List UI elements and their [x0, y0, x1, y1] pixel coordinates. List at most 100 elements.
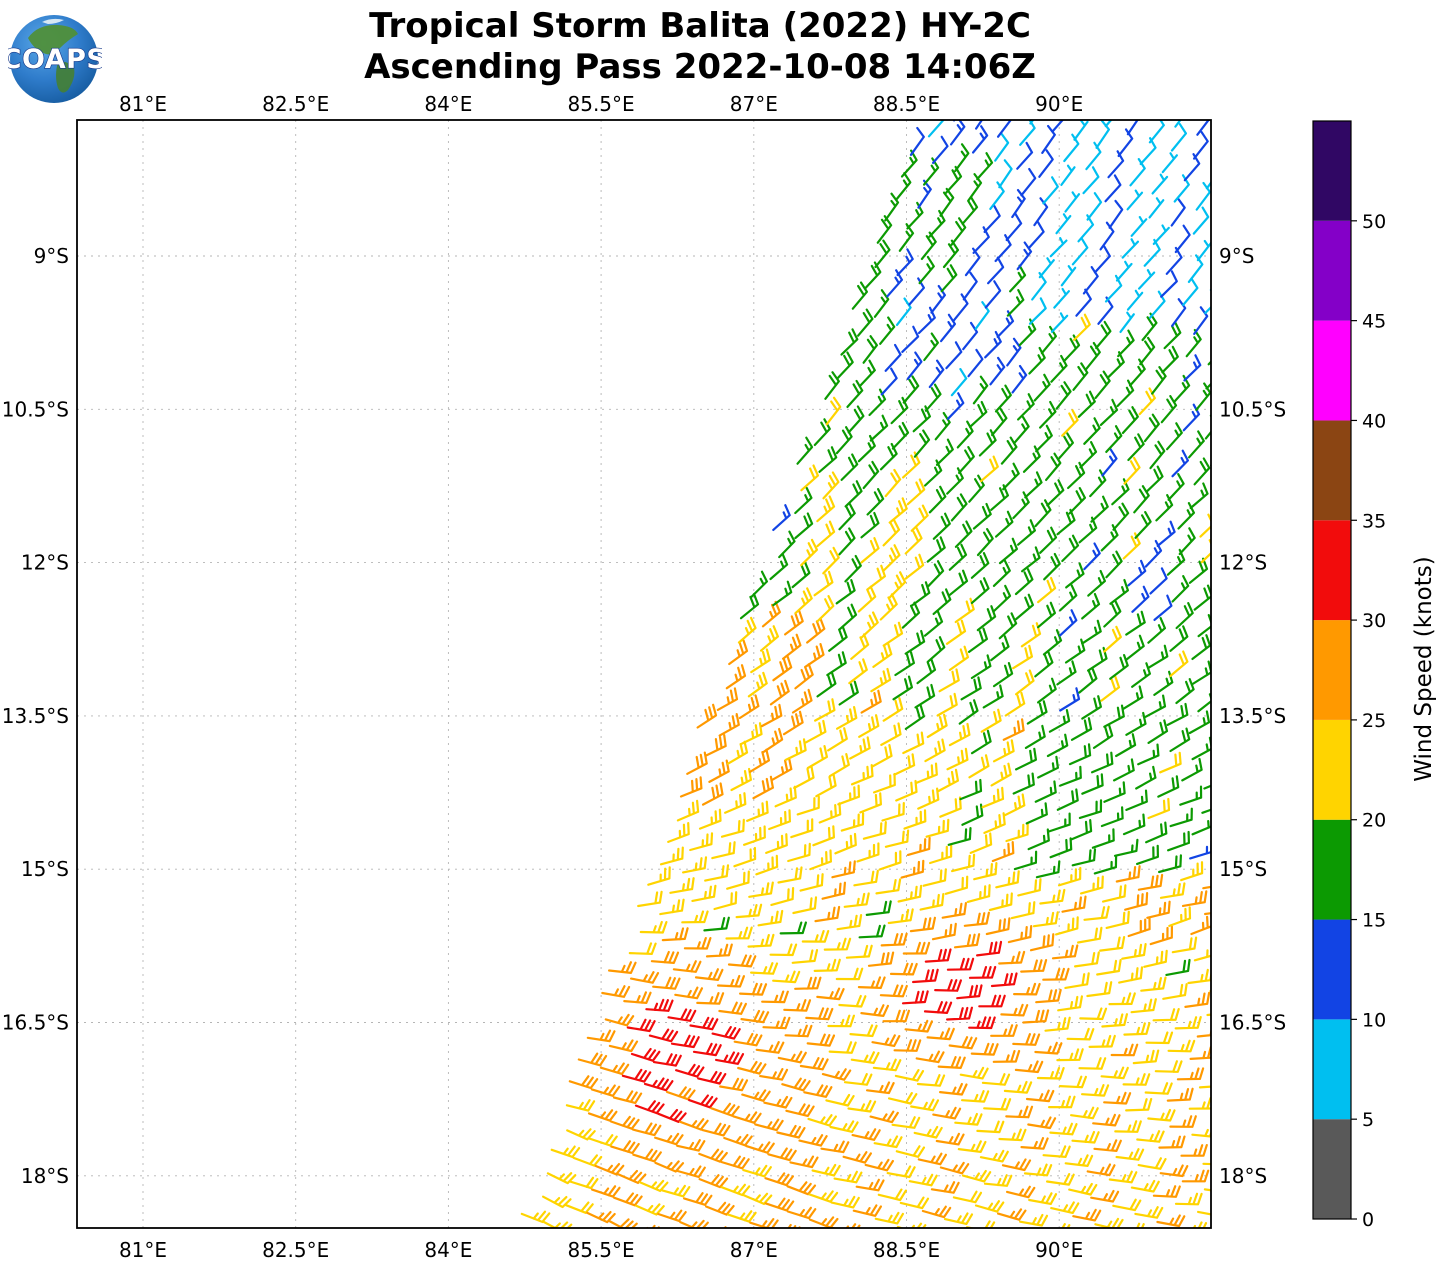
- wind-barb: [628, 942, 657, 955]
- wind-barb: [708, 759, 730, 783]
- wind-barb: [1125, 634, 1145, 661]
- wind-barb: [1122, 813, 1146, 836]
- wind-barb: [630, 1047, 661, 1062]
- wind-barb: [809, 849, 832, 871]
- plot-subtitle: Ascending Pass 2022-10-08 14:06Z: [364, 47, 1036, 87]
- wind-barb: [739, 982, 768, 996]
- wind-barb: [873, 772, 896, 794]
- wind-barb: [950, 120, 966, 146]
- wind-barb: [764, 1172, 794, 1187]
- wind-barb: [1163, 321, 1182, 350]
- wind-barb: [912, 968, 939, 984]
- wind-barb: [650, 950, 680, 964]
- wind-barb: [894, 651, 915, 677]
- wind-barb: [1147, 1108, 1176, 1122]
- wind-barb: [902, 375, 920, 404]
- wind-barb: [783, 999, 812, 1012]
- wind-barb: [989, 356, 1006, 386]
- colorbar-bin: [1313, 220, 1351, 321]
- wind-barb: [546, 1172, 577, 1185]
- wind-barb: [1105, 910, 1130, 929]
- wind-barb: [1118, 966, 1144, 984]
- wind-barb: [1204, 912, 1211, 916]
- wind-barb: [782, 710, 804, 736]
- wind-barb: [610, 1140, 640, 1155]
- wind-barb: [864, 261, 882, 290]
- wind-barb: [875, 878, 902, 895]
- wind-barb: [869, 414, 889, 442]
- wind-barb: [794, 663, 814, 690]
- wind-barb: [1002, 462, 1020, 491]
- y-tick-label-right: 13.5°S: [1219, 704, 1286, 728]
- wind-barb: [1021, 546, 1041, 573]
- wind-barb: [737, 1060, 767, 1075]
- wind-barb: [913, 429, 931, 458]
- wind-barb: [1012, 772, 1035, 795]
- wind-barb: [1004, 691, 1026, 717]
- wind-barb: [1049, 1122, 1078, 1136]
- wind-barb: [1093, 1139, 1122, 1152]
- wind-barb: [796, 436, 814, 465]
- wind-barb: [1079, 441, 1098, 469]
- wind-barb: [1169, 727, 1191, 753]
- wind-barb: [762, 1016, 791, 1030]
- wind-barb: [1119, 311, 1135, 333]
- wind-barb: [908, 277, 925, 306]
- wind-barb: [799, 873, 824, 892]
- wind-barb: [1046, 1173, 1075, 1186]
- wind-barb: [701, 1122, 731, 1137]
- wind-barb: [1145, 821, 1168, 844]
- wind-barb: [1103, 625, 1122, 653]
- wind-barb: [757, 909, 784, 927]
- wind-barb: [591, 1185, 621, 1198]
- wind-barb: [661, 927, 689, 942]
- wind-barb: [990, 484, 1009, 511]
- wind-barb: [934, 411, 951, 441]
- wind-barb: [850, 764, 874, 786]
- wind-barb: [808, 1216, 839, 1228]
- wind-barb: [768, 809, 791, 831]
- wind-barb: [1122, 685, 1144, 710]
- x-tick-label-top: 82.5°E: [262, 92, 329, 116]
- wind-barb: [1181, 890, 1208, 907]
- wind-barb: [856, 842, 880, 863]
- wind-barb: [1081, 695, 1102, 720]
- wind-barb: [1175, 678, 1195, 705]
- wind-barb: [1214, 924, 1235, 942]
- wind-barb: [608, 1039, 639, 1053]
- wind-barb: [1126, 189, 1144, 211]
- wind-barb: [1113, 838, 1139, 857]
- wind-barb: [976, 528, 994, 557]
- wind-barb: [838, 603, 858, 631]
- wind-barb: [1049, 237, 1068, 258]
- wind-barb: [720, 1155, 750, 1170]
- wind-barb: [1038, 149, 1054, 178]
- wind-barb: [948, 543, 968, 571]
- wind-barb: [760, 703, 783, 728]
- wind-barb: [1043, 552, 1061, 581]
- wind-barb: [968, 1016, 996, 1030]
- wind-barb: [1027, 221, 1045, 250]
- colorbar-bin: [1313, 620, 1351, 720]
- wind-barb: [972, 226, 990, 254]
- wind-barb: [675, 1063, 705, 1078]
- wind-barb: [1153, 670, 1174, 696]
- wind-barb: [623, 991, 652, 1004]
- wind-barb: [1140, 976, 1167, 992]
- wind-barb: [1059, 687, 1081, 712]
- wind-barb: [978, 994, 1006, 1008]
- wind-barb: [1130, 1179, 1160, 1193]
- wind-barb: [1216, 140, 1230, 166]
- wind-barb: [990, 1024, 1018, 1037]
- wind-barb: [909, 916, 936, 933]
- wind-barb: [923, 1001, 953, 1014]
- wind-barb: [1057, 432, 1074, 461]
- wind-barb: [748, 881, 774, 898]
- wind-barb: [959, 1066, 989, 1080]
- wind-barb: [1077, 214, 1095, 243]
- wind-barb: [840, 328, 859, 356]
- wind-barb: [1014, 568, 1034, 596]
- wind-barb: [632, 1148, 662, 1163]
- plot-frame: [76, 119, 1212, 1229]
- wind-barb: [1136, 1222, 1145, 1228]
